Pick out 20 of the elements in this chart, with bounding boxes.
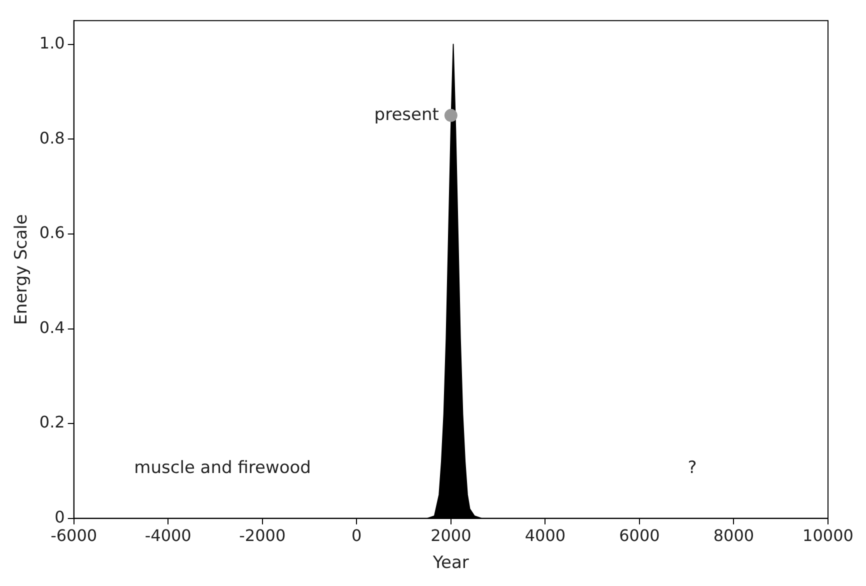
x-tick-label: -6000 [50,526,98,546]
x-tick-label: 2000 [430,526,472,546]
x-tick-label: 8000 [713,526,754,546]
y-axis-title: Energy Scale [12,214,32,325]
x-tick-label: 4000 [524,526,566,546]
x-tick-label: 10000 [802,526,854,546]
y-tick-label: 0.4 [39,318,65,337]
x-axis-title: Year [432,553,469,574]
y-tick-label: 1.0 [39,33,65,52]
annotation: present [374,104,440,125]
x-tick-label: 0 [352,526,362,546]
x-tick-label: -2000 [239,526,286,546]
annotation: ? [688,458,697,478]
y-tick-label: 0 [54,508,65,527]
y-tick-label: 0.6 [39,223,65,242]
x-tick-label: 6000 [619,526,660,546]
annotation: muscle and firewood [134,458,311,478]
x-tick-label: -4000 [144,526,192,546]
y-tick-label: 0.2 [39,412,65,432]
y-tick-label: 0.8 [39,128,65,148]
